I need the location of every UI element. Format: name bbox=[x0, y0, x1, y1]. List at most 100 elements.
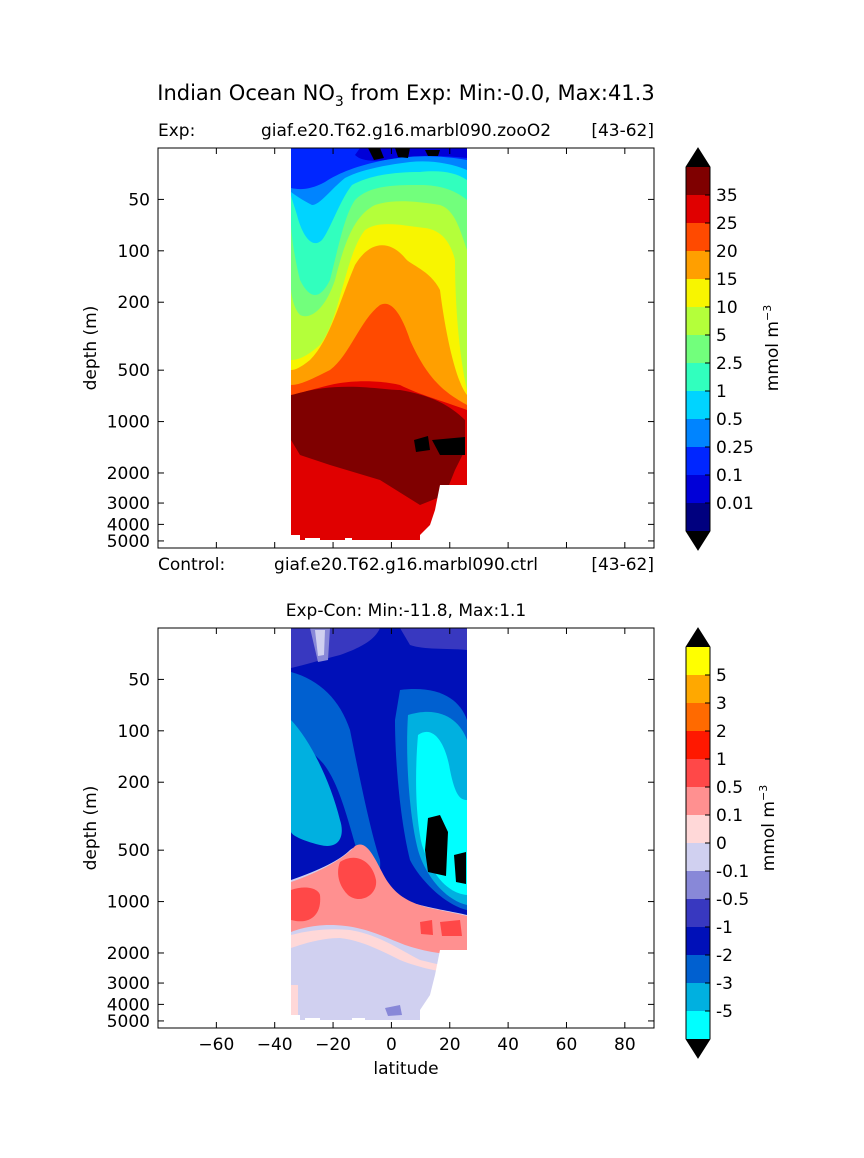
top-colorbar-unit-exp: −3 bbox=[761, 305, 774, 321]
bottom-colorbar-swatch bbox=[686, 843, 710, 871]
bottom-y-tick-label: 4000 bbox=[107, 995, 150, 1015]
bottom-colorbar-tick-label: -5 bbox=[716, 1002, 733, 1022]
bottom-y-tick-label: 200 bbox=[118, 773, 150, 793]
top-x-ticks bbox=[215, 148, 626, 548]
bottom-band-minus3-minus2 bbox=[291, 672, 381, 879]
bottom-subplot: Exp-Con: Min:-11.8, Max:1.1 bbox=[81, 601, 779, 1079]
top-over-region bbox=[414, 436, 465, 455]
bottom-colorbar-swatch bbox=[686, 787, 710, 815]
bottom-colorbar-swatch bbox=[686, 927, 710, 955]
top-colorbar-tick-label: 2.5 bbox=[716, 354, 743, 374]
bottom-mask-seafloor bbox=[420, 950, 467, 1028]
top-colorbar-swatch bbox=[686, 167, 710, 195]
bottom-x-tick-label: 60 bbox=[556, 1035, 578, 1055]
bottom-mask-corner bbox=[467, 640, 473, 655]
bottom-under-region bbox=[425, 815, 466, 884]
bottom-colorbar-unit: mmol m−3 bbox=[757, 785, 779, 871]
top-colorbar-swatch bbox=[686, 335, 710, 363]
top-colorbar-swatch bbox=[686, 279, 710, 307]
top-colorbar-tick-label: 20 bbox=[716, 242, 738, 262]
bottom-y-tick-label: 2000 bbox=[107, 944, 150, 964]
top-colorbar-swatch bbox=[686, 503, 710, 531]
bottom-colorbar-swatch bbox=[686, 759, 710, 787]
top-y-axis-label: depth (m) bbox=[81, 306, 101, 391]
bottom-x-tick-label: 0 bbox=[386, 1035, 397, 1055]
bottom-x-tick-label: 40 bbox=[497, 1035, 519, 1055]
bottom-colorbar-swatch bbox=[686, 871, 710, 899]
bottom-colorbar-tick-label: 1 bbox=[716, 750, 727, 770]
top-y-tick-label: 500 bbox=[118, 361, 150, 381]
bottom-colorbar-swatch bbox=[686, 703, 710, 731]
top-colorbar-swatch bbox=[686, 447, 710, 475]
top-contour-field bbox=[291, 148, 654, 548]
top-colorbar-tick-label: 10 bbox=[716, 298, 738, 318]
bottom-colorbar-unit-base: mmol m bbox=[759, 801, 779, 871]
bottom-colorbar-tick-label: -0.5 bbox=[716, 890, 749, 910]
bottom-colorbar-swatch bbox=[686, 955, 710, 983]
bottom-colorbar-tick-label: 0.1 bbox=[716, 806, 743, 826]
top-colorbar-swatch bbox=[686, 391, 710, 419]
top-colorbar-tick-label: 0.25 bbox=[716, 438, 754, 458]
top-y-tick-label: 100 bbox=[118, 242, 150, 262]
bottom-colorbar-tick-label: 0.5 bbox=[716, 778, 743, 798]
bottom-colorbar-outline bbox=[685, 627, 711, 1059]
bottom-colorbar-extend-over bbox=[686, 628, 710, 647]
bottom-band-05-1-left bbox=[291, 887, 321, 922]
bottom-band-0-01-edge bbox=[291, 985, 298, 1015]
top-colorbar-unit: mmol m−3 bbox=[761, 305, 783, 391]
top-colorbar-tick-label: 25 bbox=[716, 214, 738, 234]
top-y-tick-label: 50 bbox=[128, 190, 150, 210]
top-y-tick-label: 200 bbox=[118, 293, 150, 313]
top-y-tick-label: 4000 bbox=[107, 515, 150, 535]
top-axes-frame bbox=[157, 147, 655, 549]
top-colorbar-swatch bbox=[686, 307, 710, 335]
top-y-tick-label: 1000 bbox=[107, 413, 150, 433]
bottom-y-tick-label: 3000 bbox=[107, 974, 150, 994]
top-subplot: Exp: giaf.e20.T62.g16.marbl090.zooO2 [43… bbox=[81, 121, 783, 575]
top-colorbar-swatch bbox=[686, 363, 710, 391]
top-colorbar-outline bbox=[685, 147, 711, 551]
bottom-axes-frame bbox=[157, 627, 655, 1029]
top-colorbar-unit-base: mmol m bbox=[763, 321, 783, 391]
top-colorbar-swatch bbox=[686, 251, 710, 279]
bottom-colorbar-swatch bbox=[686, 647, 710, 675]
top-colorbar-tick-label: 15 bbox=[716, 270, 738, 290]
bottom-colorbar-swatch bbox=[686, 1011, 710, 1039]
top-band-35-plus bbox=[291, 386, 465, 505]
top-colorbar-tick-label: 5 bbox=[716, 326, 727, 346]
top-mask-seafloor bbox=[420, 485, 467, 548]
bottom-y-tick-label: 5000 bbox=[107, 1012, 150, 1032]
bottom-colorbar-tick-label: -1 bbox=[716, 918, 733, 938]
bottom-colorbar: -5 -3 -2 -1 -0.5 -0.1 0 0.1 0.5 1 2 3 5 bbox=[685, 627, 749, 1059]
bottom-band-minus05-minus01-deep bbox=[385, 1005, 402, 1016]
top-footer-center: giaf.e20.T62.g16.marbl090.ctrl bbox=[274, 555, 538, 575]
top-colorbar-tick-label: 0.1 bbox=[716, 466, 743, 486]
bottom-colorbar-unit-exp: −3 bbox=[757, 785, 770, 801]
bottom-y-tick-label: 50 bbox=[128, 670, 150, 690]
bottom-colorbar-swatch bbox=[686, 731, 710, 759]
bottom-band-05-1-center bbox=[338, 857, 377, 900]
bottom-y-axis-label: depth (m) bbox=[81, 786, 101, 871]
bottom-contour-field bbox=[291, 628, 473, 1028]
bottom-colorbar-extend-under bbox=[686, 1039, 710, 1058]
top-y-tick-label: 2000 bbox=[107, 464, 150, 484]
top-y-tick-label: 3000 bbox=[107, 494, 150, 514]
top-header-right: [43-62] bbox=[591, 121, 654, 141]
bottom-band-minus5-minus3-left bbox=[291, 720, 342, 846]
bottom-band-0-01 bbox=[291, 929, 465, 975]
top-colorbar-tick-label: 0.5 bbox=[716, 410, 743, 430]
bottom-colorbar-swatch bbox=[686, 815, 710, 843]
bottom-y-tick-label: 100 bbox=[118, 722, 150, 742]
bottom-colorbar-tick-label: -0.1 bbox=[716, 862, 749, 882]
bottom-x-tick-label: 20 bbox=[439, 1035, 461, 1055]
top-footer-left: Control: bbox=[158, 555, 225, 575]
bottom-title: Exp-Con: Min:-11.8, Max:1.1 bbox=[286, 601, 527, 621]
top-colorbar: 0.01 0.1 0.25 0.5 1 2.5 5 10 15 20 25 35 bbox=[685, 147, 754, 551]
bottom-colorbar-swatch bbox=[686, 983, 710, 1011]
top-band-0.1-0.25 bbox=[291, 148, 467, 190]
bottom-colorbar-tick-label: 5 bbox=[716, 666, 727, 686]
top-colorbar-swatch bbox=[686, 475, 710, 503]
bottom-mask-bottom bbox=[291, 1015, 365, 1028]
